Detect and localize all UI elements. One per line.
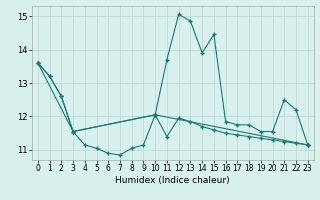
- X-axis label: Humidex (Indice chaleur): Humidex (Indice chaleur): [116, 176, 230, 185]
